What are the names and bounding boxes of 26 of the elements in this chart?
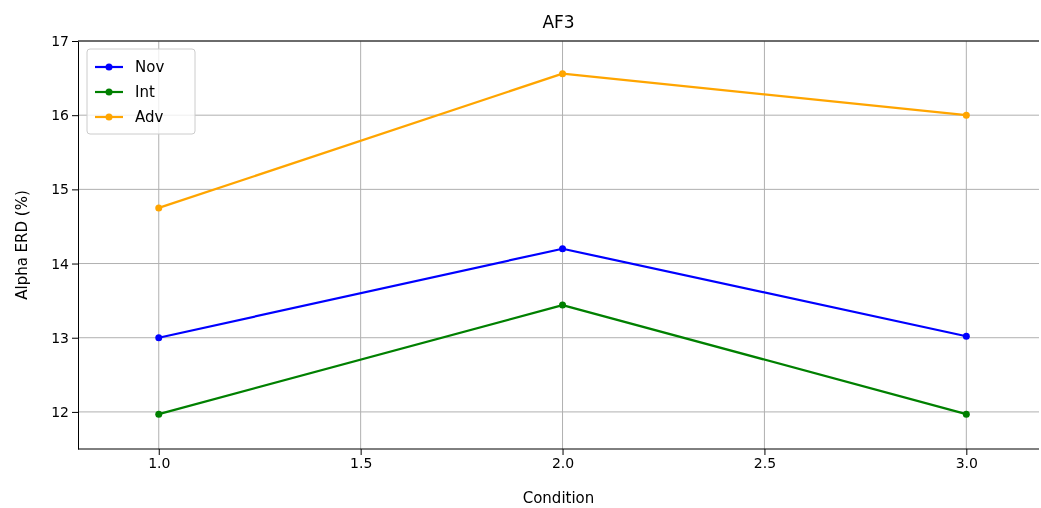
point — [559, 70, 567, 78]
x-tick-label: 1.0 — [148, 454, 171, 471]
x-tick-label: 2.0 — [551, 454, 575, 471]
legend-label: Adv — [135, 108, 164, 126]
point — [962, 332, 970, 340]
x-tick-label: 3.0 — [955, 454, 978, 471]
x-axis-title: Condition — [522, 489, 595, 507]
y-tick-label: 16 — [51, 107, 70, 124]
y-tick-label: 14 — [51, 255, 70, 272]
point — [962, 410, 970, 418]
y-tick-label: 12 — [51, 403, 69, 420]
chart-title: AF3 — [542, 12, 575, 32]
legend-label: Nov — [135, 58, 165, 76]
legend-label: Int — [135, 83, 155, 101]
point — [559, 245, 567, 253]
point — [155, 410, 163, 418]
point — [559, 301, 567, 309]
y-tick-label: 15 — [51, 181, 69, 198]
point — [155, 334, 163, 342]
x-tick-label: 2.5 — [753, 454, 777, 471]
point — [962, 111, 970, 119]
y-axis-title: Alpha ERD (%) — [13, 190, 31, 300]
y-tick-label: 17 — [51, 32, 69, 49]
point — [155, 204, 163, 212]
x-tick-label: 1.5 — [350, 454, 373, 471]
y-tick-label: 13 — [51, 329, 69, 346]
